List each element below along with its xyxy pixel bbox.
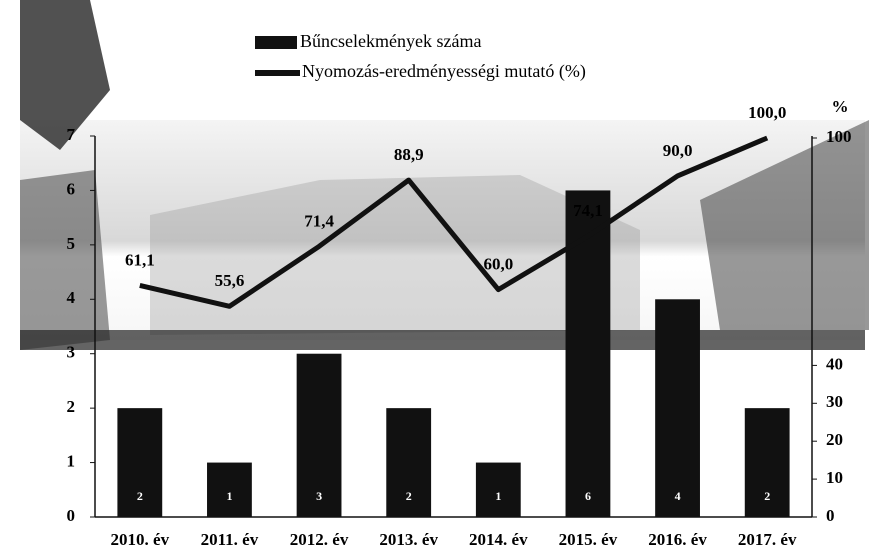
x-tick-label: 2013. év <box>379 530 438 549</box>
bar-value-label: 1 <box>226 489 232 503</box>
bar-value-label: 2 <box>137 489 143 503</box>
bar <box>655 299 700 517</box>
photo-foliage <box>20 0 110 150</box>
x-tick-label: 2011. év <box>201 530 259 549</box>
bar-value-label: 4 <box>675 489 681 503</box>
bar <box>744 408 790 517</box>
bar <box>475 462 521 517</box>
bar-value-label: 1 <box>495 489 501 503</box>
y2-tick-label: 100 <box>826 127 852 146</box>
legend-label: Nyomozás-eredményességi mutató (%) <box>302 61 586 82</box>
line-value-label: 100,0 <box>748 103 786 122</box>
y2-tick-label: 0 <box>826 506 835 525</box>
y-tick-label: 1 <box>67 451 76 470</box>
y-tick-label: 3 <box>67 343 76 362</box>
x-tick-label: 2016. év <box>648 530 707 549</box>
y2-tick-label: 10 <box>826 468 843 487</box>
x-tick-label: 2017. év <box>738 530 797 549</box>
y-tick-label: 0 <box>67 506 76 525</box>
bar <box>386 408 432 517</box>
y-tick-label: 2 <box>67 397 76 416</box>
photo-street <box>20 330 865 350</box>
x-tick-label: 2015. év <box>559 530 618 549</box>
y2-axis-unit: % <box>832 97 849 116</box>
photo-tree <box>700 120 869 330</box>
y2-tick-label: 30 <box>826 392 843 411</box>
line-value-label: 60,0 <box>483 255 513 274</box>
x-tick-label: 2014. év <box>469 530 528 549</box>
y-tick-label: 6 <box>67 179 76 198</box>
bar <box>296 353 342 517</box>
line-value-label: 74,1 <box>573 201 603 220</box>
x-tick-label: 2010. év <box>111 530 170 549</box>
bar-value-label: 3 <box>316 489 322 503</box>
legend-swatch <box>255 36 297 49</box>
bar-value-label: 2 <box>406 489 412 503</box>
bar <box>565 190 611 517</box>
y-tick-label: 7 <box>67 125 76 144</box>
line-value-label: 55,6 <box>215 271 245 290</box>
y-tick-label: 4 <box>67 288 76 307</box>
line-value-label: 90,0 <box>663 141 693 160</box>
bar <box>207 462 252 517</box>
y2-tick-label: 40 <box>826 354 843 373</box>
legend-label: Bűncselekmények száma <box>300 31 481 51</box>
line-value-label: 71,4 <box>304 211 334 230</box>
line-value-label: 88,9 <box>394 145 424 164</box>
bar-value-label: 2 <box>764 489 770 503</box>
y-tick-label: 5 <box>67 234 76 253</box>
y2-tick-label: 20 <box>826 430 843 449</box>
photo-building <box>150 175 640 335</box>
photo-tree <box>20 170 110 350</box>
line-value-label: 61,1 <box>125 250 155 269</box>
bar-value-label: 6 <box>585 489 591 503</box>
bar <box>117 408 163 517</box>
line <box>139 135 769 309</box>
x-tick-label: 2012. év <box>290 530 349 549</box>
